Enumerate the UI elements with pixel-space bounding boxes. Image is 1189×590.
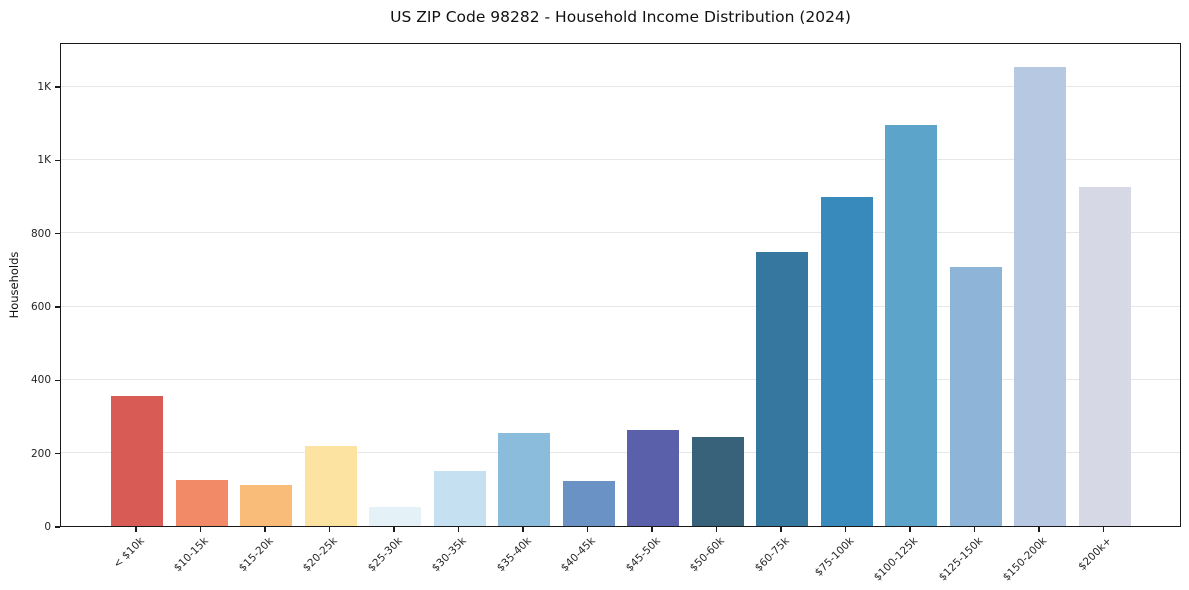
x-tick-mark: [780, 527, 782, 532]
x-tick-mark: [522, 527, 524, 532]
x-tick-label: $200k+: [1076, 535, 1114, 573]
y-tick-mark: [55, 86, 60, 88]
bar-20-25k: [304, 446, 357, 526]
x-tick-mark: [135, 527, 137, 532]
x-tick-label: $40-45k: [558, 535, 598, 575]
bar-50-60k: [691, 437, 744, 526]
bar-100-125k: [885, 125, 937, 526]
bar-15-20k: [240, 484, 292, 526]
x-tick-mark: [973, 527, 976, 532]
x-tick-mark: [199, 527, 202, 532]
bar-45-50k: [627, 429, 679, 526]
x-tick-label: $60-75k: [752, 535, 792, 575]
x-tick-label: $15-20k: [236, 535, 276, 575]
y-tick-mark: [55, 379, 60, 381]
gridline: [61, 158, 1180, 160]
x-tick-mark: [457, 527, 460, 532]
y-tick-label: 1K: [37, 154, 51, 167]
y-tick-label: 800: [30, 227, 51, 240]
x-tick-label: $45-50k: [623, 535, 663, 575]
x-tick-label: $10-15k: [171, 535, 211, 575]
bar-150-200k: [1014, 66, 1066, 526]
x-tick-label: $30-35k: [429, 535, 469, 575]
plot-area: [60, 43, 1181, 527]
y-tick-label: 0: [44, 521, 51, 533]
gridline: [61, 378, 1180, 380]
bar-10k: [111, 395, 163, 526]
x-tick-label: < $10k: [110, 535, 147, 571]
x-tick-label: $20-25k: [300, 535, 340, 575]
x-tick-mark: [651, 527, 653, 532]
bar-125-150k: [949, 267, 1002, 526]
y-tick-label: 200: [30, 447, 51, 460]
bar-40-45k: [562, 480, 615, 526]
x-tick-label: $125-150k: [936, 535, 985, 584]
gridline: [61, 232, 1180, 234]
chart-title: US ZIP Code 98282 - Household Income Dis…: [390, 8, 851, 26]
y-tick-mark: [55, 526, 60, 528]
gridline: [61, 452, 1180, 454]
x-tick-label: $75-100k: [812, 535, 856, 579]
x-tick-label: $150-200k: [1000, 535, 1050, 584]
gridline: [61, 85, 1180, 87]
bar-200k: [1078, 187, 1131, 526]
gridline: [61, 305, 1180, 307]
x-tick-label: $100-125k: [871, 535, 921, 584]
y-tick-mark: [55, 453, 60, 455]
x-tick-label: $35-40k: [494, 535, 534, 575]
y-tick-label: 400: [30, 374, 51, 387]
bar-30-35k: [433, 471, 486, 526]
x-tick-label: $25-30k: [365, 535, 405, 575]
x-tick-mark: [264, 527, 266, 532]
x-tick-label: $50-60k: [687, 535, 727, 575]
y-tick-mark: [55, 306, 60, 308]
y-tick-label: 600: [30, 301, 51, 313]
x-tick-mark: [844, 527, 847, 532]
bar-25-30k: [369, 507, 421, 526]
y-tick-mark: [55, 233, 60, 235]
bar-35-40k: [498, 433, 550, 526]
y-tick-mark: [55, 159, 60, 161]
x-tick-mark: [328, 527, 331, 532]
bar-60-75k: [756, 252, 808, 526]
x-tick-mark: [586, 527, 589, 532]
x-tick-mark: [393, 527, 395, 532]
bar-75-100k: [820, 197, 873, 526]
y-tick-label: 1K: [37, 81, 51, 93]
bar-10-15k: [175, 480, 228, 526]
x-tick-mark: [1102, 527, 1105, 532]
x-tick-mark: [1038, 527, 1040, 532]
x-tick-mark: [909, 527, 911, 532]
x-tick-mark: [715, 527, 718, 532]
